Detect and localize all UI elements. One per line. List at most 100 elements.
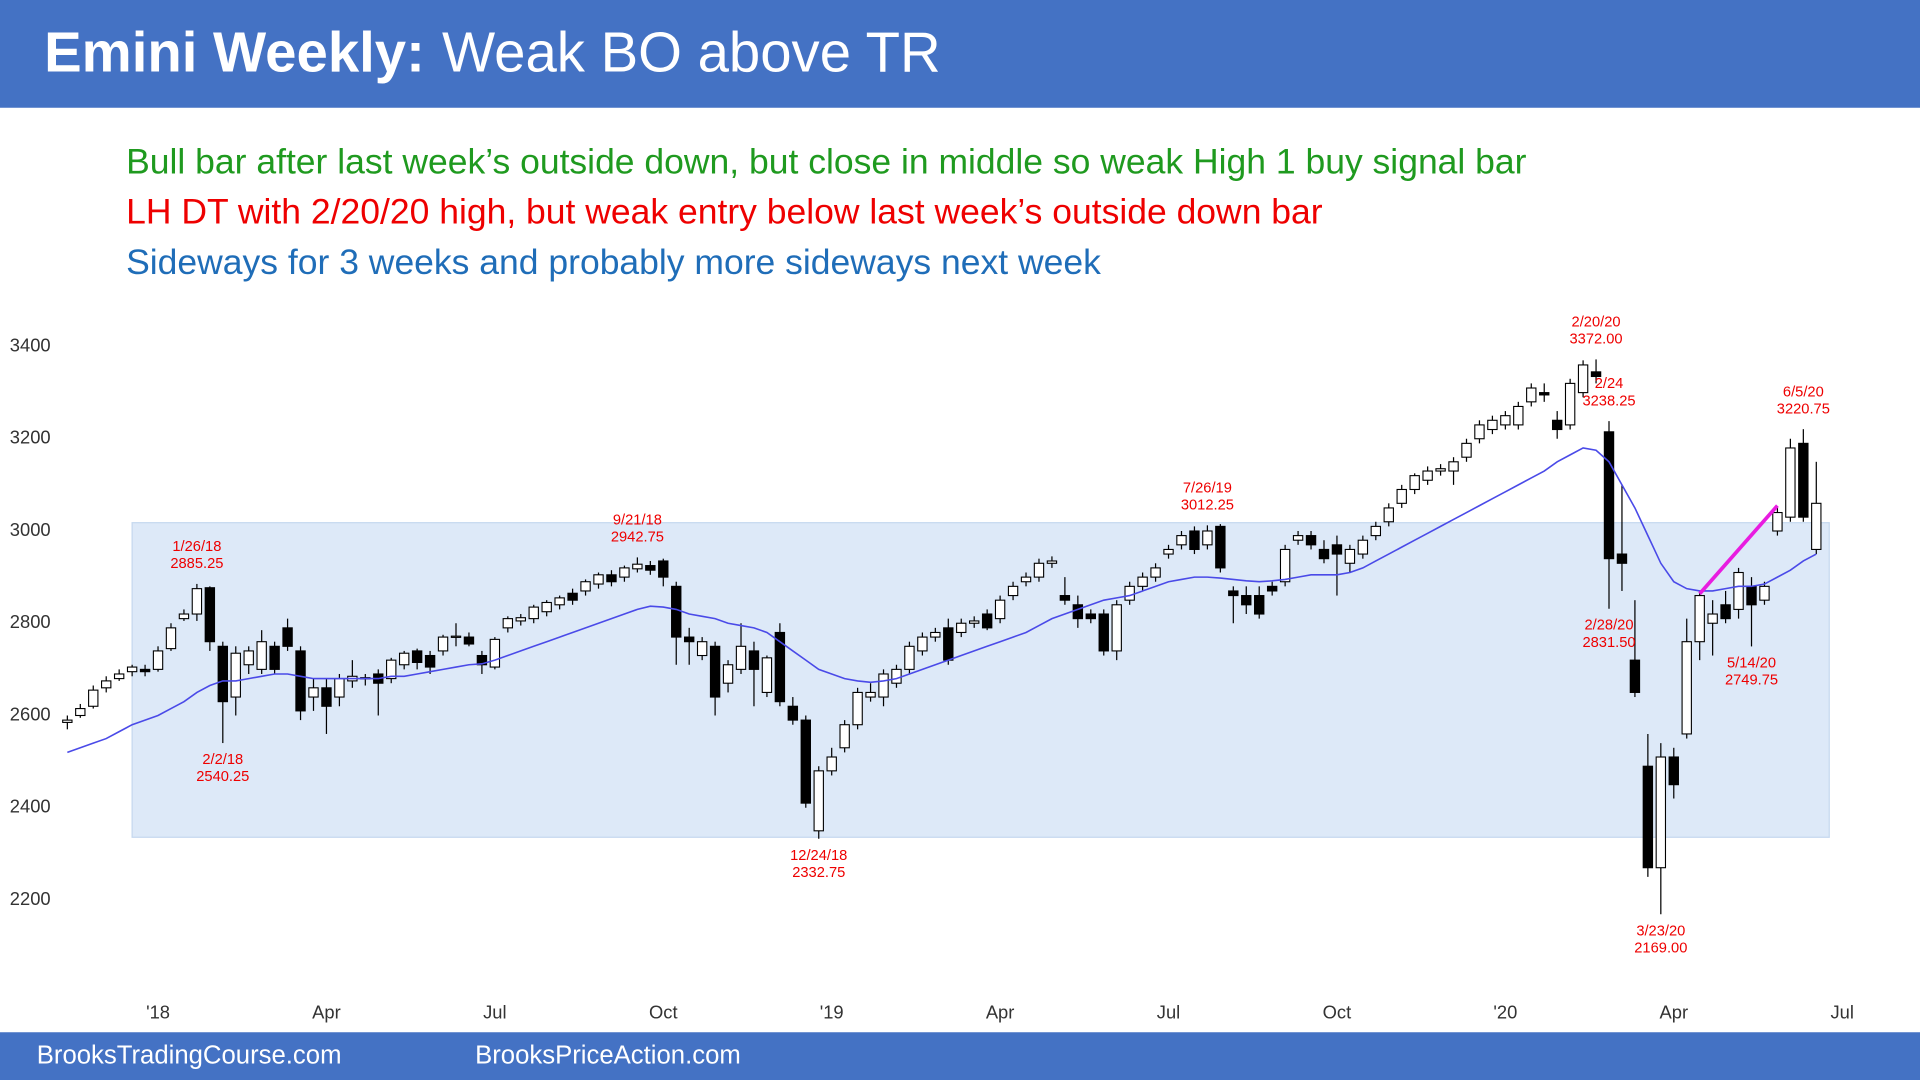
candle-body bbox=[1163, 548, 1174, 555]
annotation-value: 2169.00 bbox=[1634, 940, 1687, 956]
x-tick-label: Apr bbox=[1659, 1002, 1688, 1023]
x-tick-label: Jul bbox=[483, 1002, 506, 1023]
candle-body bbox=[554, 597, 565, 606]
candle-body bbox=[671, 585, 682, 638]
candle-body bbox=[1772, 511, 1783, 532]
annotation-value: 2540.25 bbox=[196, 769, 249, 785]
candle-body bbox=[1487, 419, 1498, 431]
title-bold: Emini Weekly: bbox=[44, 20, 425, 83]
candle-body bbox=[489, 638, 501, 668]
candle-body bbox=[1733, 571, 1744, 610]
candle-body bbox=[826, 756, 837, 772]
annotation-value: 3238.25 bbox=[1582, 393, 1635, 409]
header-bar bbox=[0, 0, 1920, 108]
candle-body bbox=[113, 673, 125, 680]
note: Sideways for 3 weeks and probably more s… bbox=[126, 242, 1101, 282]
candle-body bbox=[580, 581, 591, 592]
candle-body bbox=[243, 650, 254, 666]
y-tick-label: 2600 bbox=[10, 703, 51, 724]
candle-body bbox=[1370, 525, 1382, 537]
candle-body bbox=[567, 592, 578, 601]
annotation-date: 9/21/18 bbox=[613, 513, 662, 529]
candle-body bbox=[1694, 595, 1705, 643]
candle-body bbox=[865, 691, 876, 698]
candle-body bbox=[476, 654, 488, 666]
candle-body bbox=[1435, 468, 1446, 472]
annotation-value: 3220.75 bbox=[1777, 401, 1830, 417]
x-tick-label: Jul bbox=[1157, 1002, 1180, 1023]
annotation-date: 3/23/20 bbox=[1636, 923, 1685, 939]
y-tick-label: 2800 bbox=[10, 611, 51, 632]
candle-body bbox=[515, 617, 526, 622]
candle-body bbox=[1228, 590, 1239, 597]
candle-body bbox=[101, 680, 112, 689]
candle-body bbox=[1474, 424, 1485, 440]
candle-body bbox=[1254, 595, 1265, 615]
candle-body bbox=[878, 673, 889, 698]
candle-body bbox=[1681, 641, 1692, 735]
candle-body bbox=[1007, 585, 1019, 597]
candle-body bbox=[1279, 548, 1291, 583]
candle-body bbox=[528, 606, 539, 620]
annotation-date: 2/28/20 bbox=[1584, 618, 1633, 634]
candle-body bbox=[1422, 470, 1433, 481]
candle-body bbox=[269, 645, 280, 670]
candle-body bbox=[191, 588, 203, 615]
candle-body bbox=[1720, 604, 1731, 620]
candle-body bbox=[334, 678, 345, 698]
candle-body bbox=[968, 620, 980, 624]
candle-body bbox=[774, 631, 786, 703]
chart: 2200 2400 2600 2800 3000 3200 3400 '18 Apr Jul Oct… bbox=[10, 315, 1854, 1023]
footer-link: BrooksTradingCourse.com bbox=[37, 1042, 342, 1070]
y-tick-label: 2200 bbox=[10, 888, 51, 909]
candle-body bbox=[386, 659, 397, 680]
candle-body bbox=[230, 652, 241, 698]
candle-body bbox=[813, 770, 824, 832]
candle-body bbox=[1033, 562, 1045, 578]
candle-body bbox=[1124, 585, 1135, 601]
candle-body bbox=[683, 636, 695, 643]
x-tick-label: Apr bbox=[312, 1002, 341, 1023]
candle-body bbox=[1526, 387, 1537, 403]
candle-body bbox=[722, 664, 734, 684]
candle-body bbox=[1642, 765, 1654, 869]
candle-body bbox=[424, 654, 436, 668]
candle-body bbox=[256, 641, 267, 670]
candle-body bbox=[126, 666, 138, 673]
y-tick-label: 3400 bbox=[10, 334, 51, 355]
candle-body bbox=[437, 636, 449, 652]
annotation-date: 6/5/20 bbox=[1783, 384, 1824, 400]
candle-body bbox=[1603, 431, 1615, 560]
annotation-date: 12/24/18 bbox=[790, 848, 847, 864]
annotation-value: 2831.50 bbox=[1582, 635, 1635, 651]
candle-body bbox=[450, 635, 462, 638]
x-tick-label: '18 bbox=[146, 1002, 170, 1023]
candle-body bbox=[645, 565, 656, 571]
candle-body bbox=[761, 657, 773, 693]
candle-body bbox=[1383, 507, 1394, 523]
candle-body bbox=[606, 574, 617, 583]
candle-body bbox=[1590, 371, 1602, 378]
candle-body bbox=[1539, 392, 1550, 396]
y-tick-label: 3000 bbox=[10, 519, 51, 540]
candle-body bbox=[852, 691, 863, 726]
annotation-value: 2332.75 bbox=[792, 865, 845, 881]
candle-body bbox=[748, 650, 760, 670]
candle-body bbox=[1189, 530, 1200, 550]
candle-body bbox=[1577, 364, 1589, 394]
candle-body bbox=[1448, 461, 1459, 472]
title-rest: Weak BO above TR bbox=[442, 20, 941, 83]
candle-body bbox=[904, 645, 915, 670]
candle-body bbox=[1785, 447, 1796, 518]
candle-body bbox=[1344, 548, 1356, 564]
candle-body bbox=[541, 601, 552, 613]
footer-bar bbox=[0, 1032, 1920, 1080]
candle-body bbox=[1668, 756, 1679, 786]
candle-body bbox=[1707, 613, 1718, 624]
candle-body bbox=[1085, 613, 1097, 620]
candle-body bbox=[632, 563, 643, 570]
candle-body bbox=[463, 636, 475, 645]
candle-body bbox=[619, 567, 630, 578]
